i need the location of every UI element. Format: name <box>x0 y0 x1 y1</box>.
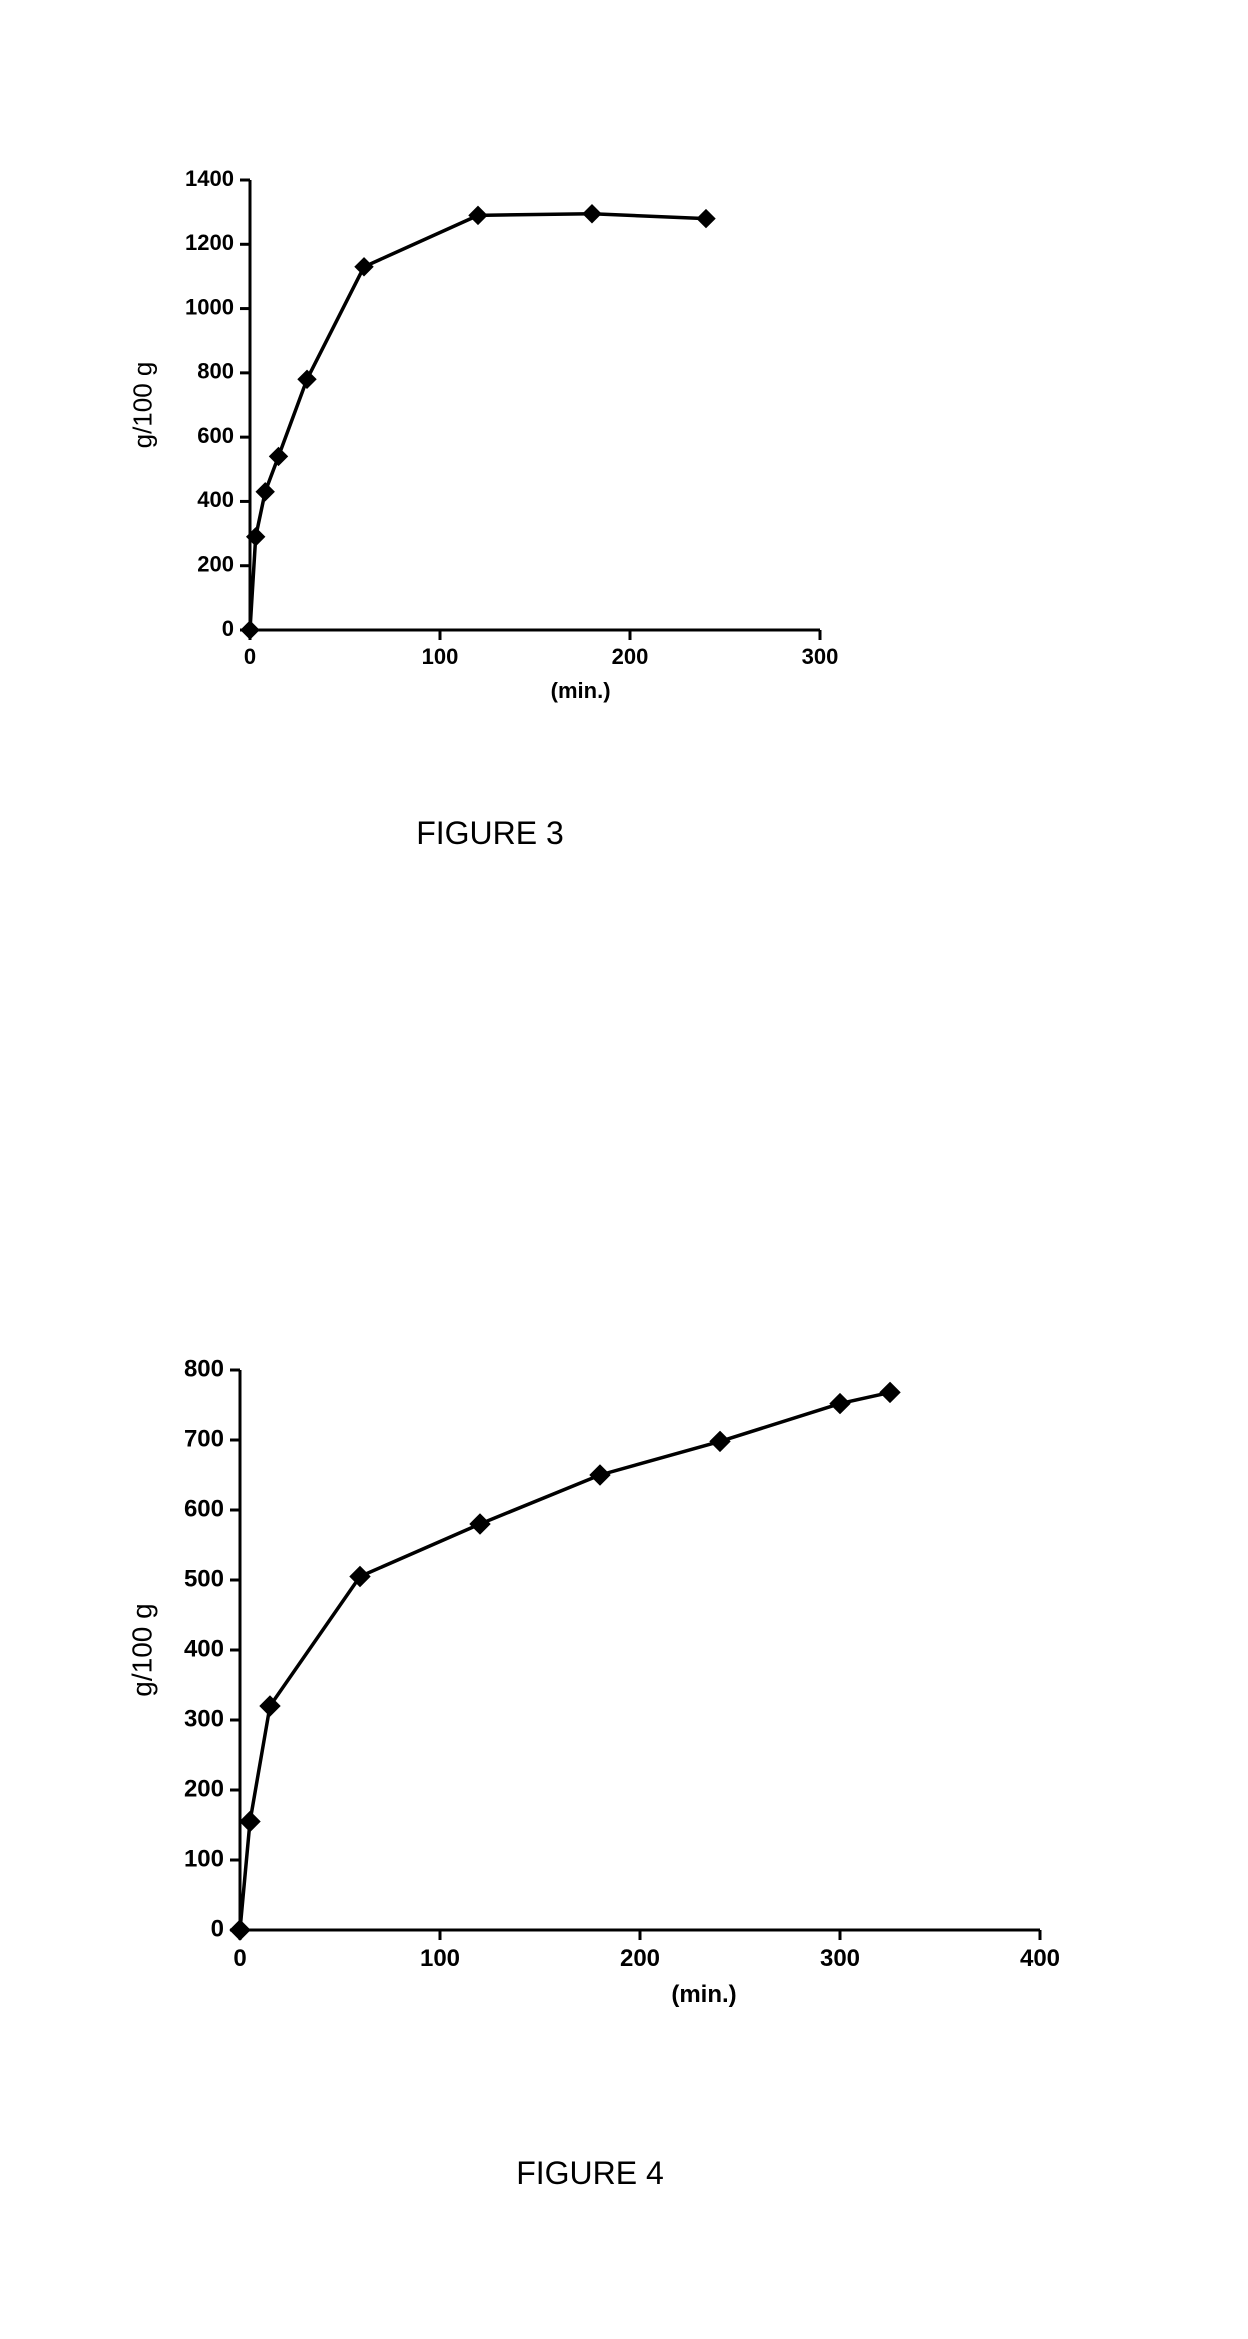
svg-text:(min.): (min.) <box>671 1981 736 2008</box>
svg-text:100: 100 <box>422 644 459 669</box>
svg-text:500: 500 <box>184 1565 224 1592</box>
svg-text:300: 300 <box>820 1945 860 1972</box>
svg-text:0: 0 <box>222 616 234 641</box>
svg-text:200: 200 <box>620 1945 660 1972</box>
svg-text:600: 600 <box>184 1495 224 1522</box>
svg-text:0: 0 <box>211 1915 224 1942</box>
figure-4-caption: FIGURE 4 <box>30 2155 1150 2192</box>
figure-3-caption: FIGURE 3 <box>30 815 950 852</box>
svg-text:(min.): (min.) <box>551 678 611 703</box>
svg-text:g/100 g: g/100 g <box>127 362 157 449</box>
figure-4-container: 0 100 200 300 400 500 600 700 800 0 100 200 300 400 (m… <box>30 1310 1150 2192</box>
svg-text:400: 400 <box>197 487 234 512</box>
svg-text:800: 800 <box>197 359 234 384</box>
svg-text:300: 300 <box>184 1705 224 1732</box>
svg-text:400: 400 <box>1020 1945 1060 1972</box>
svg-text:400: 400 <box>184 1635 224 1662</box>
figure-3-chart: 0 200 400 600 800 1000 1200 1400 0 100 200 300 (min.… <box>30 60 950 780</box>
svg-text:1200: 1200 <box>185 230 234 255</box>
svg-text:200: 200 <box>197 552 234 577</box>
figure-3-container: 0 200 400 600 800 1000 1200 1400 0 100 200 300 (min.… <box>30 60 950 852</box>
svg-text:1000: 1000 <box>185 294 234 319</box>
svg-text:0: 0 <box>233 1945 246 1972</box>
svg-text:1400: 1400 <box>185 166 234 191</box>
svg-text:100: 100 <box>184 1845 224 1872</box>
svg-text:100: 100 <box>420 1945 460 1972</box>
svg-text:g/100 g: g/100 g <box>126 1603 157 1696</box>
page: 02004006008001000120014000100200300(min.… <box>0 0 1248 2339</box>
svg-text:200: 200 <box>184 1775 224 1802</box>
svg-text:600: 600 <box>197 423 234 448</box>
svg-text:0: 0 <box>244 644 256 669</box>
figure-4-chart: 0 100 200 300 400 500 600 700 800 0 100 200 300 400 (m… <box>30 1310 1150 2090</box>
svg-text:200: 200 <box>612 644 649 669</box>
svg-text:700: 700 <box>184 1425 224 1452</box>
svg-text:800: 800 <box>184 1355 224 1382</box>
svg-text:300: 300 <box>802 644 839 669</box>
